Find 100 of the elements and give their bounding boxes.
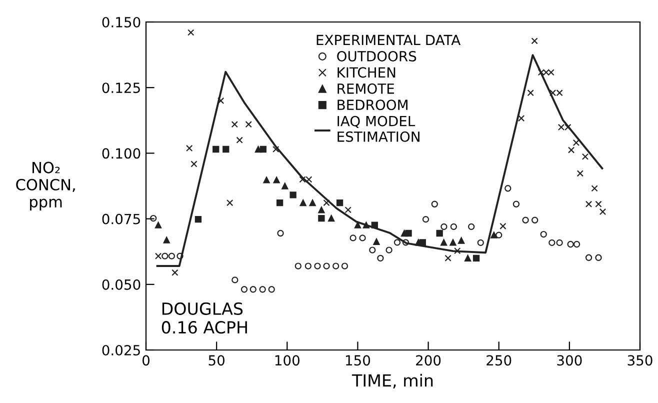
point [369,246,376,254]
point [263,176,270,184]
point [576,170,584,177]
point [405,230,412,237]
point [556,239,563,246]
point [512,200,520,208]
point [276,199,284,206]
point [294,262,302,270]
point [332,262,340,270]
x-tick-label: 100 [275,355,300,366]
point [304,262,312,270]
point [458,237,465,244]
annotation: DOUGLAS 0.16 ACPH [162,302,247,334]
point [585,254,592,261]
point [377,254,384,262]
point [350,234,356,242]
point [154,252,162,260]
point [162,252,168,260]
legend-title: EXPERIMENTAL DATA [316,34,461,46]
point [318,214,325,222]
point [527,90,534,96]
point [440,239,448,246]
point [354,222,362,228]
point [190,160,198,168]
point [436,230,443,237]
point [341,262,348,270]
x-tick-label: 150 [346,355,370,366]
point [522,216,529,224]
point [328,214,335,222]
point [599,208,606,216]
y-tick-label: 0.125 [102,82,140,94]
point [431,200,438,208]
point [450,239,456,246]
y-tick-label: 0.075 [102,214,140,224]
point [245,121,252,128]
legend-label: REMOTE [338,83,394,94]
point [250,286,256,293]
point [500,222,506,230]
point [518,114,525,122]
x-tick-label: 50 [208,355,224,366]
point [259,286,266,293]
point [472,254,480,262]
point [186,144,193,152]
point [532,216,538,224]
x-axis-title: TIME, min [352,374,433,388]
point [314,262,321,270]
point [595,254,602,261]
legend-label: KITCHEN [338,67,396,78]
point [531,38,538,44]
point [226,199,234,206]
point [468,223,475,230]
point [323,199,330,206]
point [548,239,556,246]
point [272,146,280,153]
point [282,182,288,190]
point [172,269,178,276]
point [318,206,325,214]
x-tick-label: 0 [142,355,150,366]
point [454,247,461,254]
x-tick-label: 200 [416,355,441,366]
point [591,185,598,192]
point [168,252,176,260]
point [254,146,262,153]
x-tick-label: 300 [557,355,582,366]
point [490,232,498,238]
point [440,223,448,230]
point [240,286,248,293]
point [222,146,230,153]
point [232,276,238,284]
point [150,214,157,222]
point [573,240,580,248]
legend-label: IAQ MODEL ESTIMATION [338,116,420,142]
y-tick-label: 0.050 [102,279,140,290]
point [268,286,275,293]
point [496,232,502,238]
point [323,262,330,270]
point [386,246,392,254]
point [373,238,380,245]
point [154,222,162,228]
point [504,185,512,192]
x-tick-label: 250 [486,355,512,366]
point [212,146,220,153]
point [394,239,401,246]
point [595,200,602,208]
point [309,199,316,206]
point [231,121,238,128]
point [402,239,410,246]
y-tick-label: 0.100 [102,148,140,159]
point [188,29,194,36]
point [273,176,280,184]
point [572,139,580,146]
point [277,230,284,237]
point [260,146,266,153]
point [344,206,352,214]
point [419,239,426,246]
point [336,199,344,206]
y-tick-label: 0.150 [102,16,140,28]
x-tick-label: 350 [628,355,652,366]
point [540,230,547,238]
point [359,234,366,242]
